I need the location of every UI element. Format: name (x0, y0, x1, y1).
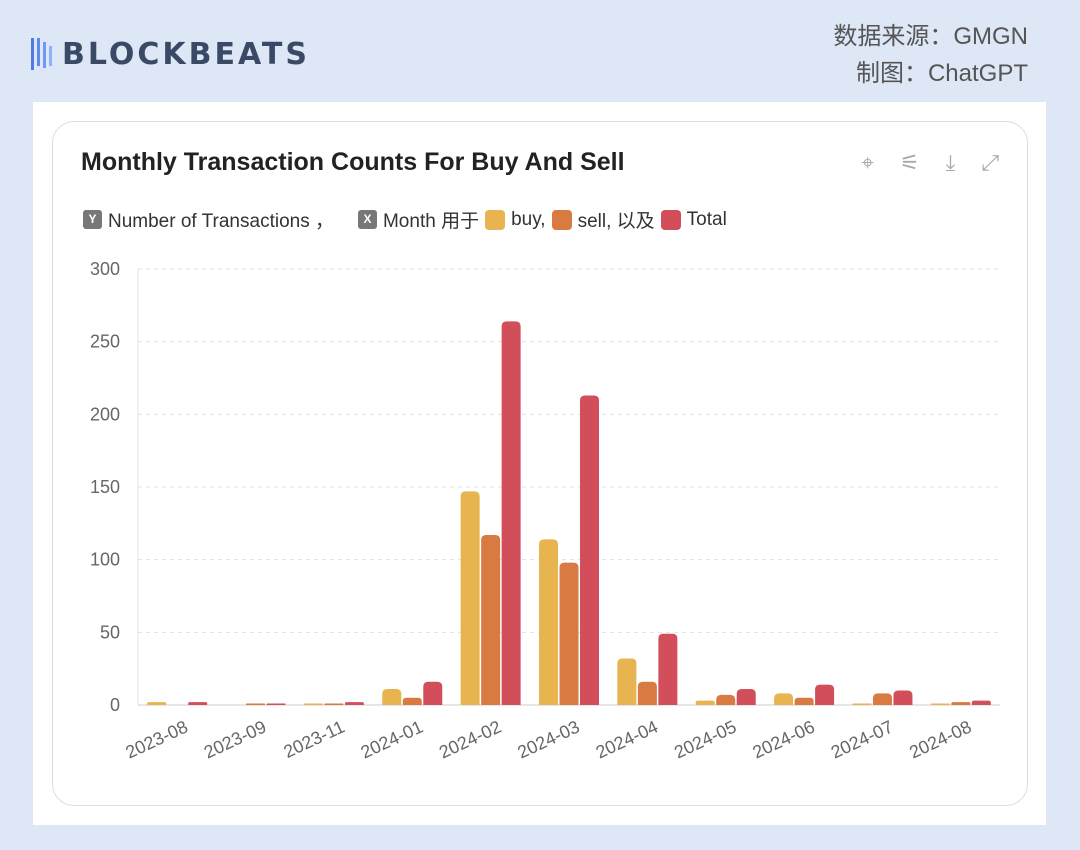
bar-buy (930, 703, 950, 705)
y-tick-label: 100 (90, 550, 120, 570)
bar-sell (324, 703, 344, 705)
bar-sell (559, 562, 579, 705)
x-tick-label: 2024-03 (514, 716, 582, 762)
x-tick-label: 2024-07 (828, 716, 896, 762)
x-tick-label: 2024-04 (593, 716, 661, 762)
bar-buy (774, 693, 794, 705)
y-badge: Y (83, 210, 102, 229)
blockbeats-logo: BLOCKBEATS (30, 36, 310, 72)
bar-sell (402, 697, 422, 705)
bar-total (266, 703, 286, 705)
bar-total (501, 321, 521, 705)
y-tick-label: 0 (110, 695, 120, 715)
x-tick-label: 2024-01 (358, 716, 426, 762)
legend-swatch-total (660, 209, 681, 230)
x-tick-label: 2024-05 (671, 716, 739, 762)
y-tick-label: 150 (90, 477, 120, 497)
bar-total (188, 702, 208, 705)
x-tick-label: 2024-02 (436, 716, 504, 762)
x-tick-label: 2023-11 (280, 716, 347, 761)
bar-sell (872, 693, 892, 705)
source-note: 数据来源：GMGN 制图：ChatGPT (833, 23, 1028, 87)
x-label: Month 用于 (382, 211, 480, 232)
bar-buy (303, 703, 323, 705)
bar-total (423, 681, 443, 705)
chart-toolbar: ⌖ ⚟ ⤓ ⤢ (862, 150, 999, 176)
x-tick-label: 2024-06 (749, 716, 817, 762)
expand-icon[interactable]: ⤢ (981, 150, 999, 175)
bar-buy (695, 700, 715, 705)
bar-buy (460, 491, 480, 705)
y-label: Number of Transactions ， (108, 211, 334, 232)
bar-total (971, 700, 991, 705)
bar-total (815, 684, 835, 705)
y-tick-label: 250 (90, 332, 120, 352)
x-badge: X (357, 210, 377, 229)
y-tick-label: 50 (100, 622, 120, 642)
y-tick-label: 200 (90, 404, 120, 424)
bar-buy (852, 703, 872, 705)
bar-sell (794, 697, 814, 705)
logo-bars-icon (31, 38, 52, 70)
magic-select-icon[interactable]: ⌖ (861, 150, 874, 175)
bar-total (344, 702, 364, 705)
bar-sell (951, 702, 971, 705)
bar-sell (637, 681, 657, 705)
bar-total (658, 633, 678, 705)
bar-buy (539, 539, 558, 705)
bar-total (893, 690, 913, 705)
x-tick-label: 2024-08 (906, 716, 974, 762)
chart-title: Monthly Transaction Counts For Buy And S… (81, 148, 625, 176)
legend-swatch-buy (485, 209, 506, 230)
legend-sell[interactable]: sell, 以及 (577, 211, 655, 232)
bar-buy (382, 689, 402, 705)
legend-buy[interactable]: buy, (511, 208, 546, 230)
x-tick-label: 2023-09 (201, 716, 269, 762)
bar-buy (147, 702, 167, 705)
bar-total (736, 689, 756, 705)
sliders-icon[interactable]: ⚟ (899, 150, 920, 175)
legend: Y Number of Transactions ， X Month 用于 bu… (83, 206, 727, 233)
bar-buy (617, 658, 637, 705)
bar-sell (481, 534, 501, 705)
bar-sell (716, 694, 736, 705)
y-tick-label: 300 (90, 259, 120, 279)
x-tick-label: 2023-08 (123, 716, 191, 762)
bar-sell (246, 703, 266, 705)
download-icon[interactable]: ⤓ (945, 150, 956, 175)
legend-swatch-sell (551, 209, 572, 230)
legend-total[interactable]: Total (686, 208, 727, 230)
bar-total (580, 395, 599, 705)
